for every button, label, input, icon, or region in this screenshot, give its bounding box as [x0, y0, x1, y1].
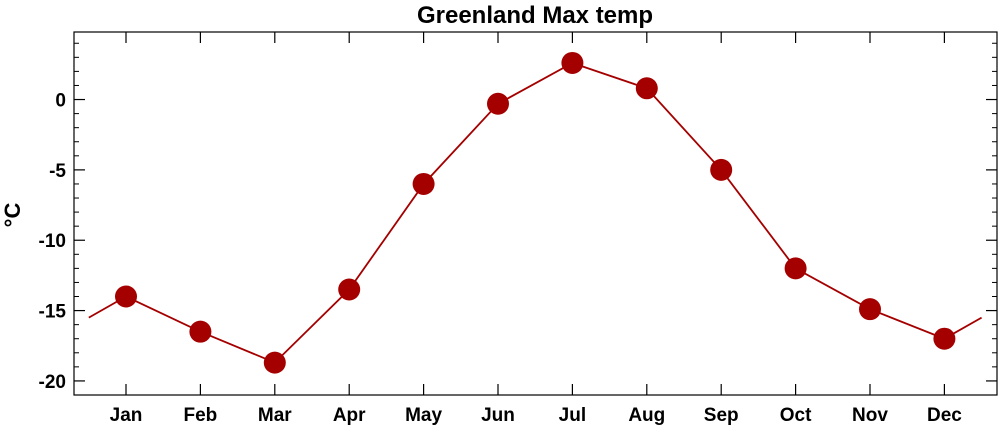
y-tick-label: -20 — [39, 372, 66, 393]
y-tick-label: -5 — [49, 161, 66, 182]
data-point — [635, 77, 658, 100]
x-tick-label: Aug — [628, 405, 665, 426]
plot-frame — [73, 31, 998, 396]
x-tick-label: Jun — [481, 405, 515, 426]
data-point — [561, 51, 584, 74]
x-tick-label: Nov — [852, 405, 888, 426]
data-point — [189, 320, 212, 343]
y-tick-label: 0 — [55, 91, 66, 112]
series-line — [88, 62, 983, 364]
y-tick-label: -15 — [39, 302, 67, 323]
chart-title: Greenland Max temp — [417, 2, 653, 29]
plot-area: 0 -5 -10 -15 -20 Jan Feb Mar Apr May Jun Jul Aug Sep O… — [39, 31, 998, 426]
x-tick-label: Feb — [184, 405, 218, 426]
data-point — [263, 351, 286, 374]
y-tick-label: -10 — [39, 231, 66, 252]
data-point — [338, 278, 361, 301]
x-tick-label: Jul — [559, 405, 586, 426]
x-tick-label: Mar — [258, 405, 292, 426]
data-point — [784, 257, 807, 280]
x-tick-label: Sep — [704, 405, 739, 426]
y-axis-label: °C — [0, 203, 25, 228]
x-tick-label: Dec — [927, 405, 962, 426]
x-tick-label: Jan — [110, 405, 143, 426]
data-point — [859, 298, 881, 321]
data-point — [115, 285, 137, 308]
data-point — [412, 172, 435, 195]
data-point — [487, 92, 509, 115]
data-point — [933, 327, 956, 350]
x-tick-label: May — [405, 405, 442, 426]
x-tick-label: Oct — [780, 405, 812, 426]
x-tick-label: Apr — [333, 405, 366, 426]
data-point — [710, 158, 733, 181]
